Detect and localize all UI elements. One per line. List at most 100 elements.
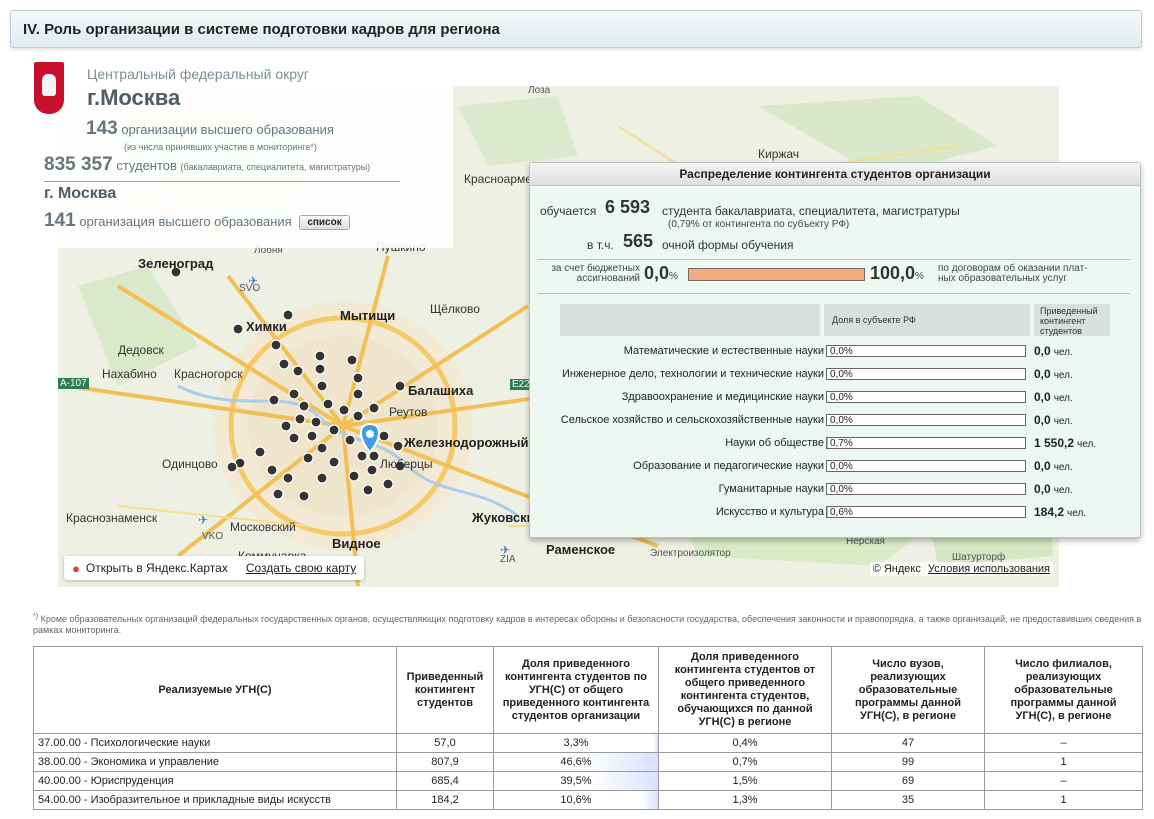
- popup-row-pct: 0,0%: [830, 461, 853, 472]
- popup-row-pct: 0,7%: [830, 438, 853, 449]
- popup-row-value-number: 0,0: [1034, 390, 1051, 404]
- copyright-text: © Яндекс: [872, 563, 921, 575]
- share-org-text: 10,6%: [560, 794, 592, 806]
- popup-row-label: Математические и естественные науки: [623, 345, 824, 357]
- map-label: Красноармейск: [464, 172, 550, 186]
- cell-filials-count: –: [984, 771, 1143, 791]
- popup-row-unit: чел.: [1053, 485, 1073, 496]
- cell-ugn: 38.00.00 - Экономика и управление: [33, 752, 397, 772]
- table-header-cell: [560, 304, 820, 336]
- budget-pct-value: 0,0: [644, 263, 670, 283]
- map-label: Люберцы: [380, 457, 433, 471]
- share-org-text: 39,5%: [560, 775, 592, 787]
- budget-pct: 0,0%: [644, 263, 678, 284]
- paid-pct: 100,0%: [870, 263, 924, 284]
- cell-contingent: 184,2: [396, 790, 494, 810]
- budget-label: за счет бюджетных ассигнований: [540, 264, 640, 284]
- paid-label: по договорам об оказании плат- ных образ…: [938, 264, 1087, 284]
- city-orgs-text: организация высшего образования: [79, 214, 292, 229]
- popup-row-label: Искусство и культура: [715, 506, 824, 518]
- section-header: IV. Роль организации в системе подготовк…: [10, 10, 1142, 48]
- share-note: (0,79% от контингента по субъекту РФ): [668, 219, 850, 230]
- popup-row-value: 184,2 чел.: [1034, 505, 1086, 519]
- popup-row-unit: чел.: [1053, 462, 1073, 473]
- open-yandex-maps-link[interactable]: Открыть в Яндекс.Картах: [85, 561, 228, 575]
- popup-row-value: 0,0 чел.: [1034, 367, 1073, 381]
- table-body: 37.00.00 - Психологические науки 57,0 3,3%…: [33, 733, 1143, 810]
- section-title: IV. Роль организации в системе подготовк…: [23, 21, 500, 38]
- map-label: Одинцово: [162, 457, 218, 471]
- cell-filials-count: 1: [984, 790, 1143, 810]
- incl-prefix: в т.ч.: [587, 238, 614, 252]
- popup-row-value-number: 0,0: [1034, 344, 1051, 358]
- cell-share-region: 0,7%: [658, 752, 832, 772]
- popup-row-label: Здравоохранение и медицинские науки: [621, 391, 824, 403]
- svg-text:✈: ✈: [198, 513, 208, 527]
- cell-ugn: 54.00.00 - Изобразительное и прикладные …: [33, 790, 397, 810]
- map-label: Железнодорожный: [404, 435, 529, 450]
- popup-row-bar: 0,7%: [826, 437, 1026, 449]
- map-label: A-107: [58, 378, 89, 389]
- map-label: Мытищи: [340, 308, 396, 323]
- map-pin-icon: ●: [72, 560, 80, 576]
- map-label: Московский: [230, 520, 296, 534]
- popup-row-bar: 0,0%: [826, 368, 1026, 380]
- terms-of-use-link[interactable]: Условия использования: [927, 563, 1050, 575]
- cell-share-org: 46,6%: [493, 752, 659, 772]
- share-org-text: 3,3%: [563, 737, 589, 749]
- table-row: 38.00.00 - Экономика и управление 807,9 46…: [33, 752, 1143, 772]
- cell-contingent: 807,9: [396, 752, 494, 772]
- share-org-fill-bar: [640, 791, 658, 809]
- col-share-org: Доля приведенного контингента студентов …: [493, 646, 659, 734]
- popup-row-unit: чел.: [1053, 416, 1073, 427]
- students-count: 835 357: [44, 154, 113, 175]
- table-row: 37.00.00 - Психологические науки 57,0 3,3%…: [33, 733, 1143, 753]
- map-label: Нерская: [846, 536, 885, 547]
- contingent-popup: Распределение контингента студентов орга…: [529, 162, 1141, 538]
- footnote-text: Кроме образовательных организаций федера…: [33, 614, 1142, 635]
- footnote-mark: *): [33, 613, 39, 620]
- popup-row-label: Сельское хозяйство и сельскохозяйственны…: [560, 414, 824, 426]
- paid-label-line: ных образовательных услуг: [938, 273, 1067, 284]
- popup-row-value: 0,0 чел.: [1034, 390, 1073, 404]
- popup-row-pct: 0,6%: [830, 507, 853, 518]
- orgs-line: 143 организации высшего образования: [86, 118, 334, 140]
- divider: [44, 181, 400, 182]
- footnote: *) Кроме образовательных организаций фед…: [33, 611, 1143, 636]
- incl-suffix: очной формы обучения: [662, 238, 794, 252]
- popup-row-value: 0,0 чел.: [1034, 413, 1073, 427]
- popup-row-value-number: 0,0: [1034, 482, 1051, 496]
- popup-row-bar: 0,0%: [826, 391, 1026, 403]
- list-button[interactable]: список: [299, 215, 350, 231]
- budget-paid-bar: [688, 268, 865, 281]
- map-label: Химки: [246, 319, 287, 334]
- col-share-region: Доля приведенного контингента студентов …: [658, 646, 832, 734]
- create-map-link[interactable]: Создать свою карту: [245, 561, 357, 575]
- map-label: Краснознаменск: [66, 511, 158, 525]
- cell-share-region: 0,4%: [658, 733, 832, 753]
- map-label: Электроизолятор: [650, 548, 731, 559]
- popup-row-label: Науки об обществе: [725, 437, 824, 449]
- pct-sign: %: [669, 271, 678, 282]
- popup-row-unit: чел.: [1077, 439, 1097, 450]
- region-info-panel: Центральный федеральный округ г.Москва 1…: [28, 58, 453, 248]
- col-filials-count: Число филиалов, реализующих образователь…: [984, 646, 1143, 734]
- map-label: Лоза: [528, 86, 551, 96]
- popup-row-bar-fill: [827, 507, 829, 517]
- popup-row-value: 1 550,2 чел.: [1034, 436, 1096, 450]
- popup-row-unit: чел.: [1053, 393, 1073, 404]
- map-label: Зеленоград: [138, 256, 214, 271]
- col-contingent-header: Приведенный контингент студентов: [1034, 304, 1110, 336]
- popup-row-unit: чел.: [1053, 370, 1073, 381]
- map-footer-links: ● Открыть в Яндекс.Картах Создать свою к…: [64, 556, 365, 580]
- studying-suffix: студента бакалавриата, специалитета, маг…: [662, 204, 960, 218]
- cell-share-region: 1,3%: [658, 790, 832, 810]
- map-label: Видное: [332, 536, 381, 551]
- orgs-note: (из числа принявших участие в мониторинг…: [124, 142, 317, 152]
- popup-row-pct: 0,0%: [830, 484, 853, 495]
- popup-row-value-number: 0,0: [1034, 413, 1051, 427]
- popup-row-bar: 0,0%: [826, 345, 1026, 357]
- share-org-text: 46,6%: [560, 756, 592, 768]
- cell-share-org: 39,5%: [493, 771, 659, 791]
- popup-row-unit: чел.: [1053, 347, 1073, 358]
